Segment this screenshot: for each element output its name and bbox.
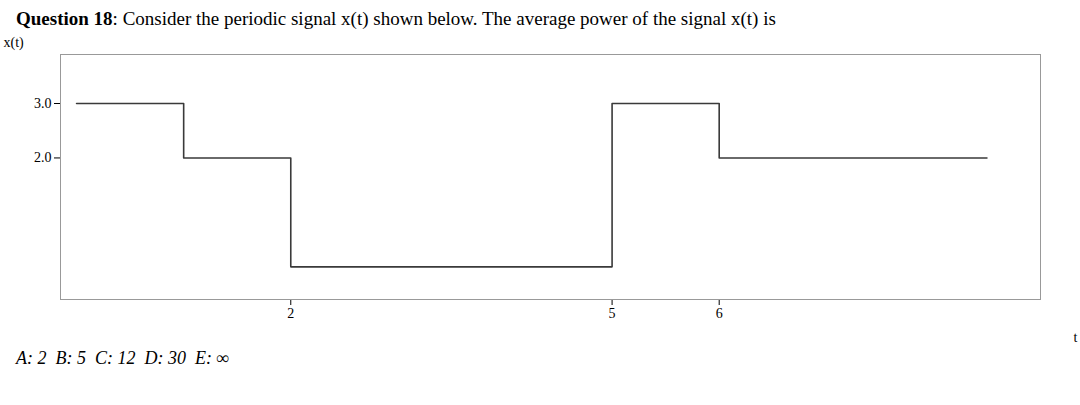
html-text:A: 2 B: 5 C: 12 D: 30 E: ∞: A: 2 B: 5 C: 12 D: 30 E: ∞ (16, 348, 230, 368)
svg-text:2: 2 (287, 306, 294, 321)
svg-text:t: t (1074, 330, 1078, 345)
svg-text:5: 5 (609, 306, 616, 321)
svg-text:x(t): x(t) (4, 35, 25, 51)
svg-text:2.0: 2.0 (34, 150, 52, 165)
svg-text:3.0: 3.0 (34, 96, 52, 111)
html-text:Question 18: Consider the peri: Question 18: Consider the periodic signa… (16, 8, 776, 29)
svg-text:6: 6 (716, 306, 723, 321)
